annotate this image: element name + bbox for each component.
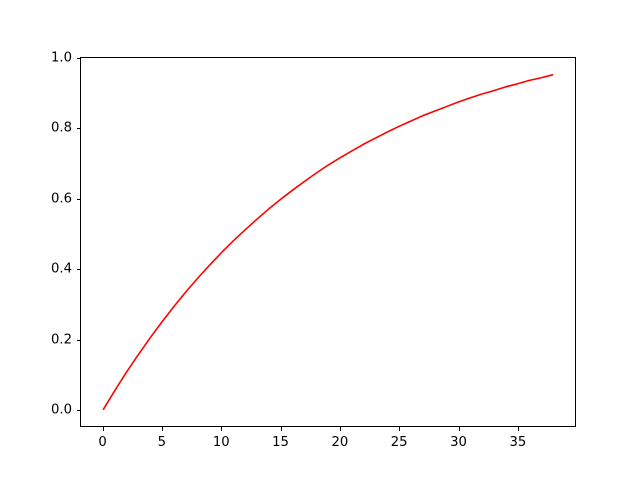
x-tick-label: 25 (390, 435, 408, 450)
y-tick-mark (76, 128, 80, 130)
y-tick-mark (76, 410, 80, 412)
y-tick-label: 0.0 (51, 402, 72, 418)
line-plot-svg (102, 74, 554, 410)
x-tick-label: 35 (509, 435, 527, 450)
y-tick-mark (76, 269, 80, 271)
y-tick-label: 0.4 (51, 261, 72, 277)
y-tick-mark (76, 198, 80, 200)
x-tick-mark (161, 427, 163, 431)
x-tick-label: 15 (272, 435, 289, 450)
y-tick-mark (76, 339, 80, 341)
y-tick-label: 1.0 (51, 50, 72, 66)
x-tick-mark (458, 427, 460, 431)
x-tick-mark (280, 427, 282, 431)
plot-axes (80, 57, 576, 427)
y-tick-label: 0.6 (51, 191, 72, 207)
x-tick-label: 10 (212, 435, 230, 450)
data-line-series-0 (102, 74, 554, 410)
y-tick-label: 0.2 (51, 332, 72, 348)
x-tick-label: 5 (157, 435, 167, 450)
x-tick-mark (339, 427, 341, 431)
x-tick-mark (221, 427, 223, 431)
y-tick-label: 0.8 (51, 120, 72, 136)
x-tick-mark (399, 427, 401, 431)
x-tick-label: 0 (98, 435, 107, 450)
x-tick-mark (517, 427, 519, 431)
x-tick-mark (102, 427, 104, 431)
y-tick-mark (76, 58, 80, 60)
x-tick-label: 30 (450, 435, 467, 450)
x-tick-label: 20 (331, 435, 349, 450)
